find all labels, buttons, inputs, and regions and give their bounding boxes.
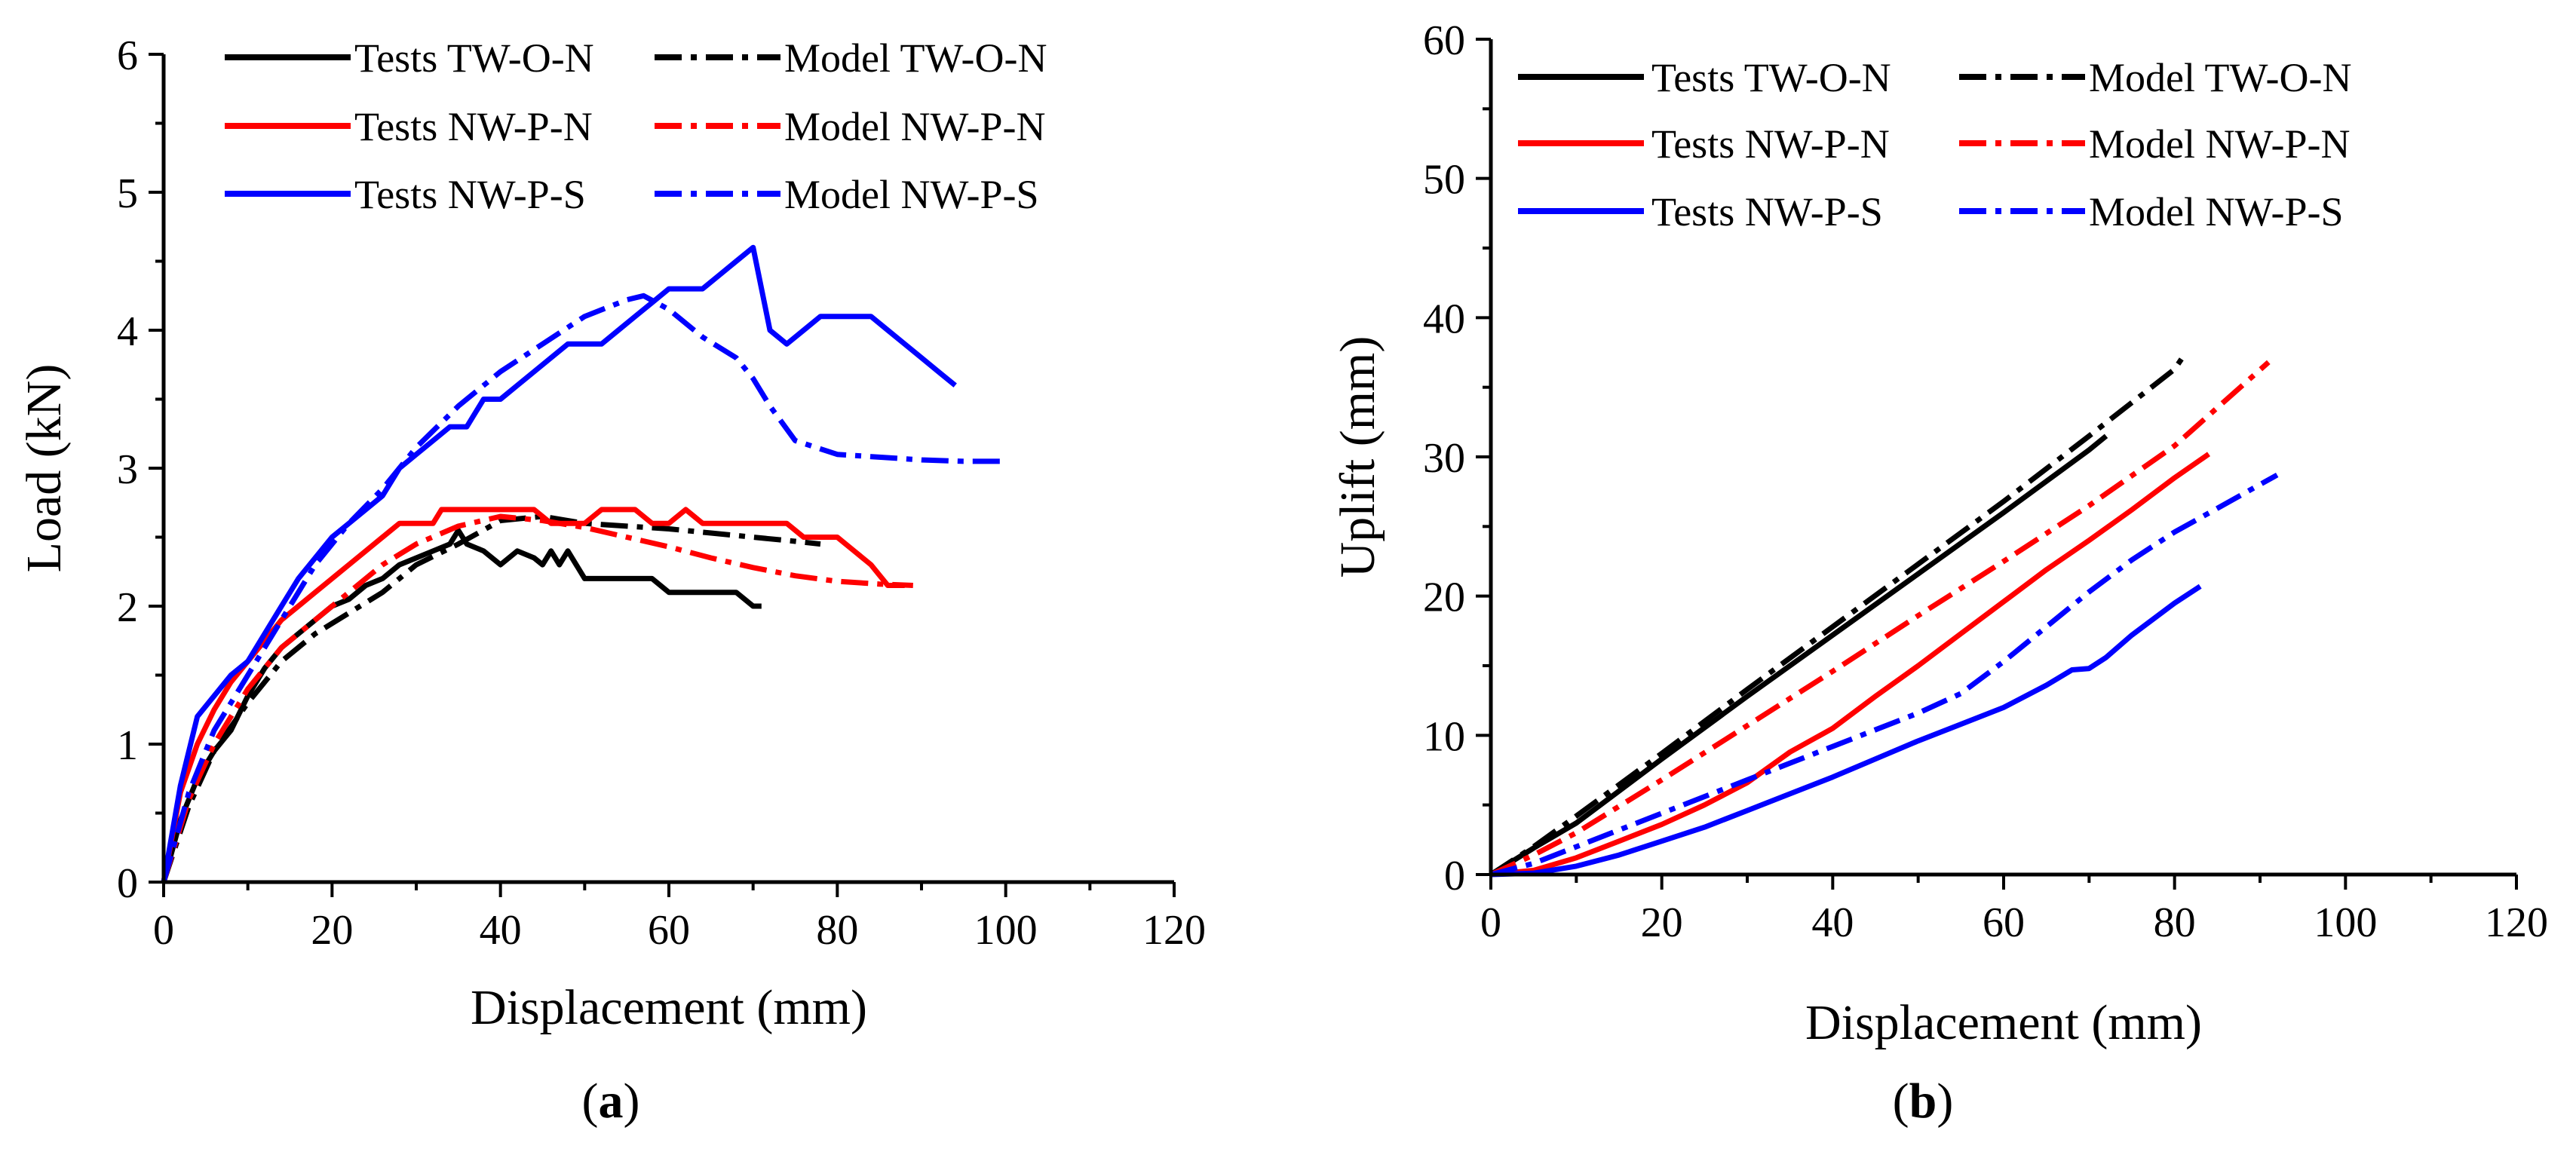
panel-a-series-model-nw-p-s <box>161 293 1006 883</box>
panel-b-uplift-chart: 0 20 40 60 80 100 120 0 10 20 30 40 50 60 Displacemen… <box>1330 17 2548 1129</box>
legend-label-tests-nw-p-s: Tests NW-P-S <box>354 172 586 217</box>
panel-b-ticks <box>1476 38 2518 890</box>
panel-a-load-chart: 0 20 40 60 80 100 120 0 1 2 3 4 5 6 Displacement (mm)… <box>17 32 1206 1129</box>
legend-label-model-tw-o-n: Model TW-O-N <box>784 35 1047 81</box>
panel-a-y-tick-label: 0 <box>117 860 138 907</box>
panel-a-y-axis-label: Load (kN) <box>17 364 72 573</box>
panel-a-y-tick-label: 1 <box>117 722 138 769</box>
panel-a-caption: (a) <box>582 1074 640 1129</box>
panel-a-series-tests-nw-p-n <box>161 507 905 883</box>
panel-b-y-tick-label: 30 <box>1423 435 1465 482</box>
panel-b-series-model-tw-o-n <box>1489 355 2185 877</box>
panel-a-y-tick-label: 4 <box>117 308 138 355</box>
panel-a-x-axis-label: Displacement (mm) <box>471 980 867 1035</box>
legend-label-tests-tw-o-n: Tests TW-O-N <box>1651 55 1891 100</box>
panel-b-caption: (b) <box>1893 1074 1954 1129</box>
legend-label-model-nw-p-n: Model NW-P-N <box>2089 121 2350 167</box>
panel-a-plot-area <box>161 244 1006 884</box>
panel-b-y-tick-label: 60 <box>1423 17 1465 64</box>
panel-b-y-tick-label: 0 <box>1444 853 1465 899</box>
legend-label-tests-nw-p-n: Tests NW-P-N <box>354 104 593 149</box>
panel-a-y-tick-label: 3 <box>117 446 138 493</box>
legend-label-tests-nw-p-n: Tests NW-P-N <box>1651 121 1890 167</box>
panel-b-x-tick-label: 100 <box>2314 899 2377 946</box>
panel-a-y-tick-label: 5 <box>117 170 138 217</box>
legend-label-model-nw-p-s: Model NW-P-S <box>784 172 1039 217</box>
panel-b-x-tick-label: 20 <box>1641 899 1683 946</box>
panel-b-y-tick-label: 40 <box>1423 296 1465 342</box>
legend-label-model-nw-p-n: Model NW-P-N <box>784 104 1045 149</box>
panel-a-x-tick-label: 0 <box>153 907 174 954</box>
panel-b-x-tick-label: 80 <box>2154 899 2196 946</box>
panel-b-caption-letter: b <box>1909 1074 1937 1129</box>
panel-a-x-tick-label: 20 <box>311 907 353 954</box>
legend-label-tests-tw-o-n: Tests TW-O-N <box>354 35 594 81</box>
panel-a-series-model-nw-p-n <box>161 513 913 884</box>
panel-b-series-tests-tw-o-n <box>1489 434 2108 877</box>
panel-b-series-tests-nw-p-s <box>1490 584 2202 878</box>
panel-b-y-tick-label: 10 <box>1423 713 1465 760</box>
legend-label-model-nw-p-s: Model NW-P-S <box>2089 189 2344 234</box>
panel-b-legend: Tests TW-O-N Model TW-O-N Tests NW-P-N M… <box>1518 55 2351 234</box>
panel-a-tick-labels: 0 20 40 60 80 100 120 0 1 2 3 4 5 6 <box>117 32 1206 954</box>
panel-b-x-tick-label: 0 <box>1480 899 1501 946</box>
panel-b-x-tick-label: 60 <box>1983 899 2025 946</box>
panel-a-x-tick-label: 80 <box>816 907 858 954</box>
panel-b-y-axis-label: Uplift (mm) <box>1330 336 1385 578</box>
panel-b-series-model-nw-p-n <box>1489 360 2271 878</box>
panel-b-axes <box>1489 39 2516 877</box>
panel-b-series-tests-nw-p-n <box>1490 452 2210 878</box>
panel-a-x-tick-label: 100 <box>974 907 1038 954</box>
panel-b-y-tick-label: 20 <box>1423 574 1465 621</box>
panel-b-x-tick-label: 120 <box>2485 899 2548 946</box>
panel-b-plot-area <box>1489 355 2279 878</box>
panel-a-x-tick-label: 120 <box>1142 907 1206 954</box>
panel-a-ticks <box>149 53 1176 897</box>
panel-a-series-model-tw-o-n <box>161 513 821 884</box>
panel-a-series-tests-tw-o-n <box>161 527 762 883</box>
panel-a-y-tick-label: 2 <box>117 584 138 631</box>
panel-a-x-tick-label: 60 <box>648 907 690 954</box>
panel-b-y-tick-label: 50 <box>1423 157 1465 204</box>
panel-b-x-tick-label: 40 <box>1811 899 1854 946</box>
panel-a-legend: Tests TW-O-N Model TW-O-N Tests NW-P-N M… <box>225 35 1047 217</box>
legend-label-model-tw-o-n: Model TW-O-N <box>2089 55 2351 100</box>
panel-a-x-tick-label: 40 <box>480 907 522 954</box>
panel-b-x-axis-label: Displacement (mm) <box>1805 995 2202 1050</box>
panel-a-caption-letter: a <box>599 1074 624 1129</box>
panel-b-tick-labels: 0 20 40 60 80 100 120 0 10 20 30 40 50 60 <box>1423 17 2548 946</box>
panel-b-series-model-nw-p-s <box>1490 472 2279 878</box>
panel-a-y-tick-label: 6 <box>117 32 138 79</box>
panel-a-series-tests-nw-p-s <box>161 244 957 883</box>
legend-label-tests-nw-p-s: Tests NW-P-S <box>1651 189 1883 234</box>
